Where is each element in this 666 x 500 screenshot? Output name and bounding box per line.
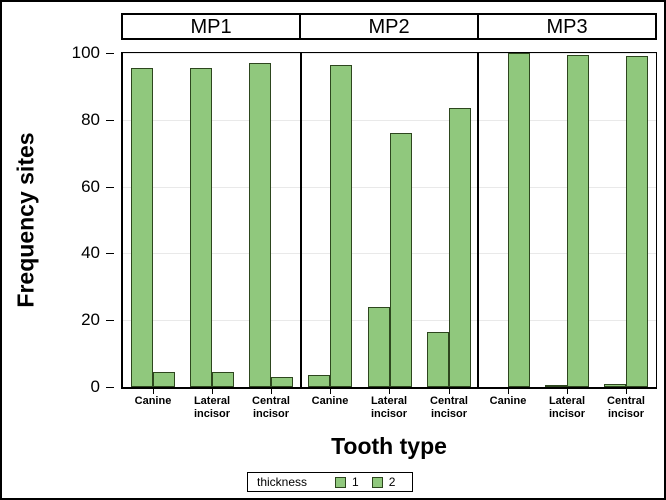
x-tick-label-canine: Canine [285, 395, 375, 408]
y-tick-label-0: 0 [90, 377, 100, 396]
x-tick-label-line: Lateral [548, 395, 586, 407]
gridline [123, 120, 656, 121]
y-tick-label-20: 20 [81, 310, 100, 329]
bar-panel1-cat1-thickness1 [131, 68, 153, 387]
panel-separator [300, 53, 302, 387]
legend-entry-label: 2 [388, 475, 396, 489]
y-tick-60 [106, 187, 114, 188]
bar-panel2-cat3-thickness1 [427, 332, 449, 387]
y-tick-100 [106, 53, 114, 54]
y-tick-label-40: 40 [81, 243, 100, 262]
x-tick-label-lateral-incisor: Lateral incisor [344, 395, 434, 421]
y-tick-label-80: 80 [81, 110, 100, 129]
x-tick [271, 389, 272, 394]
x-tick [212, 389, 213, 394]
y-tick-40 [106, 253, 114, 254]
bar-panel1-cat1-thickness2 [153, 372, 175, 387]
x-tick-label-central-incisor: Central incisor [581, 395, 664, 421]
y-tick-0 [106, 387, 114, 388]
panel-header-band: MP1 MP2 MP3 [121, 13, 657, 40]
x-tick-label-canine: Canine [108, 395, 198, 408]
x-tick [153, 389, 154, 394]
panel-separator [477, 53, 479, 387]
bar-panel3-cat1-thickness2 [508, 53, 530, 387]
panel-header-mp1: MP1 [190, 15, 232, 38]
x-tick-label-line: incisor [252, 408, 290, 420]
legend-swatch-icon [371, 476, 383, 488]
bar-panel1-cat3-thickness1 [249, 63, 271, 387]
gridline [123, 53, 656, 54]
bar-panel1-cat2-thickness2 [212, 372, 234, 387]
x-tick-label-line: Canine [134, 395, 172, 407]
x-tick [389, 389, 390, 394]
legend-entry-1: 1 [335, 476, 359, 488]
x-tick-label-line: incisor [430, 408, 468, 420]
gridline [123, 253, 656, 254]
x-tick-label-line: Central [430, 395, 468, 407]
legend-swatch-icon [335, 476, 347, 488]
x-tick-label-line: incisor [607, 408, 645, 420]
bar-panel2-cat1-thickness1 [308, 375, 330, 387]
x-tick-label-line: Central [607, 395, 645, 407]
y-tick-20 [106, 320, 114, 321]
x-tick-label-canine: Canine [463, 395, 553, 408]
bar-panel3-cat2-thickness2 [567, 55, 589, 387]
y-tick-label-100: 100 [71, 43, 100, 62]
bar-panel3-cat2-thickness1 [545, 385, 567, 387]
x-tick-label-line: Lateral [370, 395, 408, 407]
x-tick [567, 389, 568, 394]
x-tick-label-lateral-incisor: Lateral incisor [522, 395, 612, 421]
x-tick-label-lateral-incisor: Lateral incisor [167, 395, 257, 421]
bar-panel2-cat1-thickness2 [330, 65, 352, 387]
legend-title: thickness [257, 475, 308, 489]
plot-area [121, 52, 657, 389]
y-tick-80 [106, 120, 114, 121]
x-tick-label-line: Canine [489, 395, 527, 407]
bar-panel1-cat3-thickness2 [271, 377, 293, 387]
x-tick-label-central-incisor: Central incisor [226, 395, 316, 421]
x-tick-label-line: incisor [548, 408, 586, 420]
gridline [123, 187, 656, 188]
y-axis-title: Frequency sites [12, 132, 39, 308]
x-tick-label-line: incisor [370, 408, 408, 420]
panel-header-mp3: MP3 [477, 15, 655, 38]
y-tick-label-60: 60 [81, 177, 100, 196]
panel-header-mp2: MP2 [299, 15, 477, 38]
x-tick-label-line: Canine [311, 395, 349, 407]
x-tick [508, 389, 509, 394]
bar-panel2-cat2-thickness2 [390, 133, 412, 387]
legend-entry-2: 2 [371, 475, 396, 489]
plot-inner [123, 53, 656, 387]
x-axis-title: Tooth type [331, 433, 447, 459]
x-tick-label-central-incisor: Central incisor [404, 395, 494, 421]
legend-entry-label: 1 [352, 475, 359, 489]
x-tick [330, 389, 331, 394]
x-tick [626, 389, 627, 394]
x-tick [449, 389, 450, 394]
bar-panel3-cat3-thickness1 [604, 384, 626, 387]
x-tick-label-line: Central [252, 395, 290, 407]
bar-panel3-cat3-thickness2 [626, 56, 648, 387]
x-tick-label-line: incisor [193, 408, 231, 420]
bar-panel1-cat2-thickness1 [190, 68, 212, 387]
bar-panel2-cat2-thickness1 [368, 307, 390, 387]
bar-panel2-cat3-thickness2 [449, 108, 471, 387]
x-tick-label-line: Lateral [193, 395, 231, 407]
